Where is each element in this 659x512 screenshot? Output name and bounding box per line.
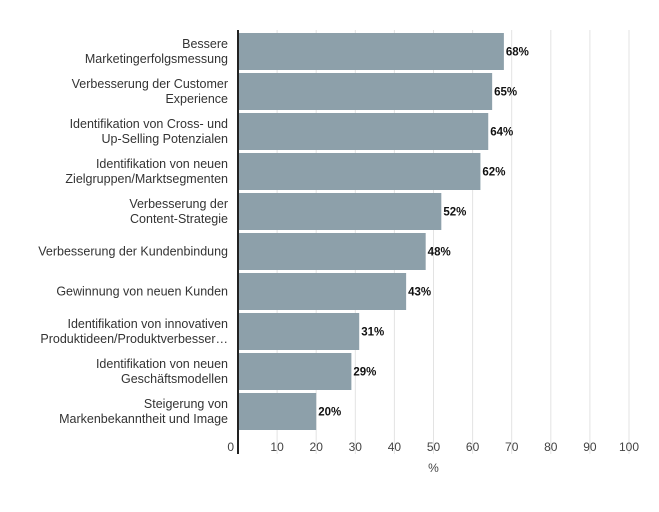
bar <box>238 233 426 270</box>
bar <box>238 353 352 390</box>
category-label-line: Zielgruppen/Marktsegmenten <box>65 172 228 186</box>
value-label: 43% <box>408 287 431 299</box>
category-label-line: Bessere <box>182 37 228 51</box>
category-label-line: Produktideen/Produktverbesser… <box>40 332 228 346</box>
category-label-line: Verbesserung der <box>129 197 228 211</box>
category-label: Steigerung von Markenbekanntheit und Imag… <box>59 397 228 426</box>
x-tick-label: 90 <box>583 440 597 454</box>
category-label-line: Verbesserung der Customer <box>72 77 228 91</box>
category-label-line: Identifikation von innovativen <box>67 317 228 331</box>
value-labels: 68% 65% 64% 62% 52% 48% 43% 31% 29% 20% <box>318 47 529 419</box>
value-label: 65% <box>494 87 517 99</box>
bar <box>238 73 493 110</box>
category-label: Verbesserung der Content-Strategie <box>129 197 228 226</box>
value-label: 20% <box>318 407 341 419</box>
category-label-line: Verbesserung der Kundenbindung <box>38 245 228 259</box>
category-label-line: Identifikation von Cross- und <box>70 117 228 131</box>
category-label-line: Geschäftsmodellen <box>121 372 228 386</box>
x-tick-label: 70 <box>505 440 519 454</box>
category-label-line: Up-Selling Potenzialen <box>102 132 229 146</box>
x-tick-label: 60 <box>466 440 480 454</box>
bar <box>238 113 489 150</box>
value-label: 52% <box>443 207 466 219</box>
category-label: Verbesserung der Kundenbindung <box>38 245 228 259</box>
category-label-line: Steigerung von <box>144 397 228 411</box>
x-tick-label: 100 <box>619 440 639 454</box>
category-label-line: Identifikation von neuen <box>96 157 228 171</box>
category-label: Gewinnung von neuen Kunden <box>56 285 228 299</box>
x-tick-label: 50 <box>427 440 441 454</box>
category-label-line: Marketingerfolgsmessung <box>85 52 228 66</box>
bar <box>238 153 481 190</box>
x-tick-label: 20 <box>310 440 324 454</box>
value-label: 68% <box>506 47 529 59</box>
bar <box>238 33 504 70</box>
bar <box>238 273 407 310</box>
value-label: 29% <box>353 367 376 379</box>
category-label-line: Experience <box>165 92 228 106</box>
bar <box>238 193 442 230</box>
bar <box>238 393 317 430</box>
bar <box>238 313 360 350</box>
value-label: 31% <box>361 327 384 339</box>
category-label-line: Identifikation von neuen <box>96 357 228 371</box>
x-tick-label: 80 <box>544 440 558 454</box>
category-label-line: Gewinnung von neuen Kunden <box>56 285 228 299</box>
bars <box>238 33 504 430</box>
value-label: 62% <box>482 167 505 179</box>
category-label: Identifikation von neuen Geschäftsmodelle… <box>96 357 228 386</box>
category-label: Verbesserung der Customer Experience <box>72 77 228 106</box>
category-labels: Bessere Marketingerfolgsmessung Verbesseru… <box>38 37 228 426</box>
x-tick-labels: 0 10 20 30 40 50 60 70 80 90 100 <box>227 440 639 454</box>
category-label: Bessere Marketingerfolgsmessung <box>85 37 228 66</box>
x-axis-title: % <box>428 461 439 475</box>
category-label-line: Markenbekanntheit und Image <box>59 412 228 426</box>
category-label: Identifikation von neuen Zielgruppen/Mark… <box>65 157 228 186</box>
x-tick-label: 30 <box>349 440 363 454</box>
x-tick-label: 10 <box>270 440 284 454</box>
category-label: Identifikation von innovativen Produktide… <box>40 317 228 346</box>
category-label: Identifikation von Cross- und Up-Selling … <box>70 117 228 146</box>
x-tick-label: 0 <box>227 440 234 454</box>
value-label: 48% <box>428 247 451 259</box>
value-label: 64% <box>490 127 513 139</box>
x-tick-label: 40 <box>388 440 402 454</box>
category-label-line: Content-Strategie <box>130 212 228 226</box>
